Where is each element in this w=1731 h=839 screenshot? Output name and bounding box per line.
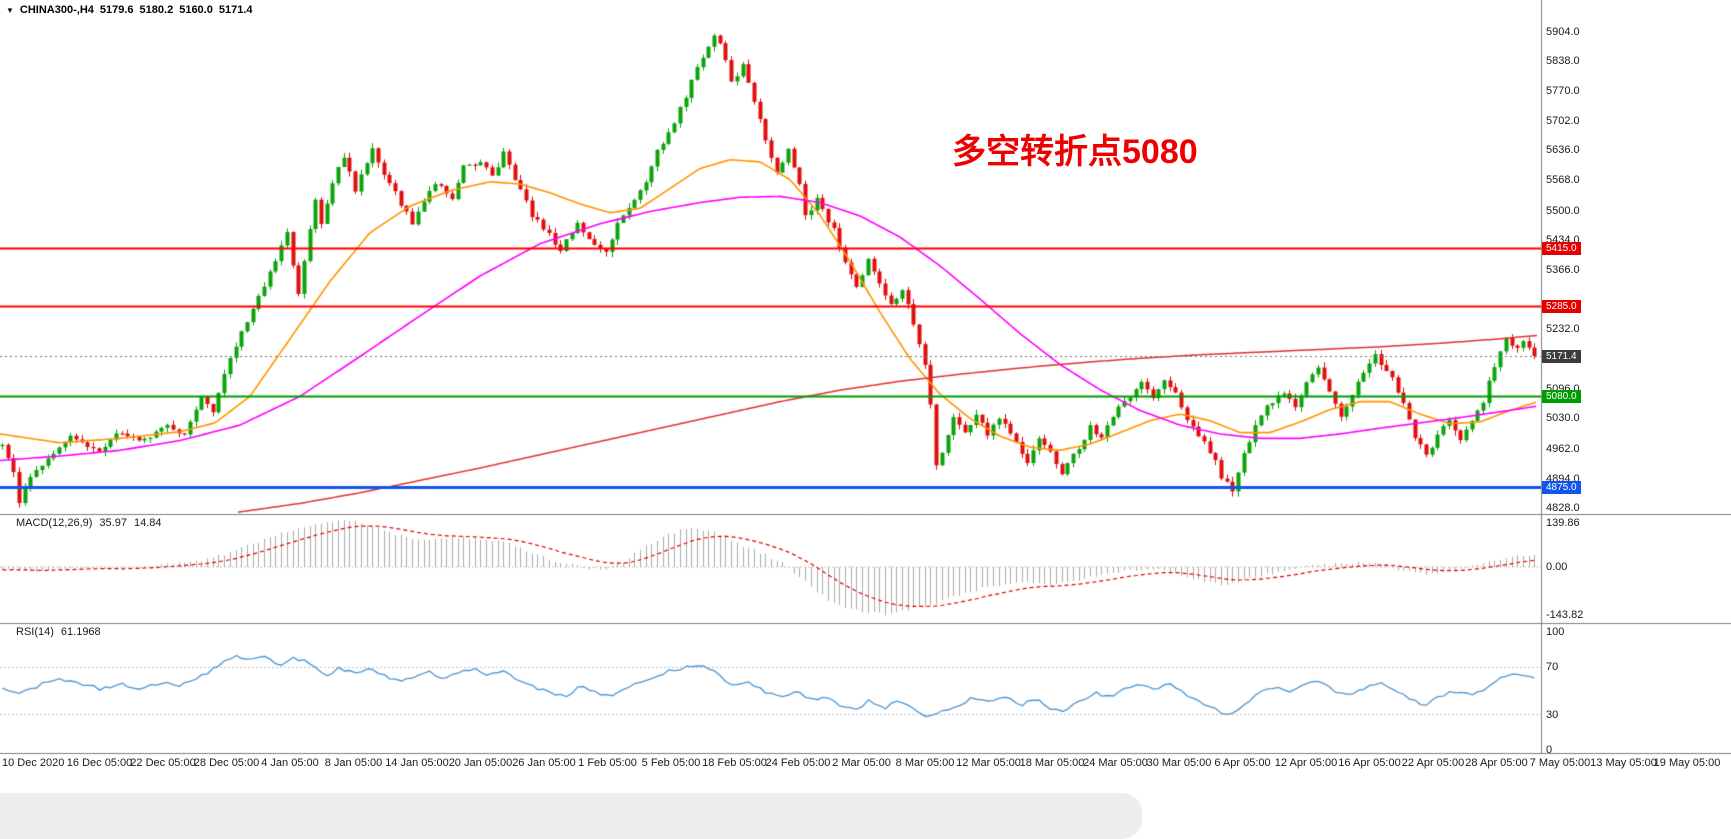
- rsi-axis-label: 70: [1546, 661, 1559, 674]
- macd-caption: MACD(12,26,9) 35.97 14.84: [16, 517, 161, 529]
- symbol-quote-line: ▼ CHINA300-,H4 5179.6 5180.2 5160.0 5171…: [6, 4, 253, 16]
- price-axis-label: 5904.0: [1546, 25, 1580, 38]
- date-label: 1 Feb 05:00: [578, 757, 637, 769]
- date-label: 18 Feb 05:00: [702, 757, 767, 769]
- date-label: 8 Mar 05:00: [895, 757, 955, 769]
- price-axis-label: 5636.0: [1546, 144, 1580, 157]
- date-label: 24 Feb 05:00: [765, 757, 831, 769]
- rsi-axis-label: 100: [1546, 626, 1565, 638]
- date-label: 16 Dec 05:00: [66, 757, 133, 769]
- price-tag-current-price: 5171.4: [1542, 350, 1581, 363]
- macd-axis-label: 0.00: [1546, 561, 1568, 573]
- rsi-axis-label: 0: [1546, 744, 1553, 756]
- quote-open: 5179.6: [99, 4, 134, 16]
- date-label: 10 Dec 2020: [2, 757, 65, 769]
- macd-main-value: 35.97: [99, 517, 127, 529]
- date-label: 19 May 05:00: [1653, 757, 1721, 769]
- date-label: 2 Mar 05:00: [832, 757, 891, 769]
- rsi-value: 61.1968: [60, 626, 101, 638]
- price-axis-label: 5366.0: [1546, 263, 1580, 276]
- date-label: 18 Mar 05:00: [1019, 757, 1085, 769]
- price-tag-support-5080[interactable]: 5080.0: [1542, 390, 1581, 403]
- macd-axis-label: -143.82: [1546, 609, 1584, 622]
- rsi-axis-label: 30: [1546, 708, 1559, 721]
- date-label: 4 Jan 05:00: [261, 757, 319, 769]
- price-axis-label: 5702.0: [1546, 115, 1580, 128]
- price-tag-resistance-5415[interactable]: 5415.0: [1542, 242, 1581, 255]
- macd-label: MACD(12,26,9): [16, 517, 93, 529]
- symbol-timeframe: CHINA300-,H4: [19, 4, 94, 16]
- date-label: 16 Apr 05:00: [1338, 757, 1401, 769]
- date-label: 28 Apr 05:00: [1465, 757, 1528, 769]
- price-axis-label: 5770.0: [1546, 85, 1580, 98]
- macd-signal-value: 14.84: [133, 517, 162, 529]
- horizontal-scrollbar[interactable]: [0, 793, 1142, 839]
- date-label: 7 May 05:00: [1529, 757, 1591, 769]
- price-tag-resistance-5285[interactable]: 5285.0: [1542, 300, 1581, 313]
- quote-close: 5171.4: [218, 4, 253, 16]
- macd-axis-label: 139.86: [1546, 517, 1580, 529]
- date-label: 22 Apr 05:00: [1401, 757, 1465, 769]
- price-axis-label: 5232.0: [1546, 323, 1580, 336]
- date-label: 14 Jan 05:00: [385, 757, 449, 769]
- date-label: 28 Dec 05:00: [193, 757, 260, 769]
- date-label: 5 Feb 05:00: [641, 757, 701, 769]
- rsi-label: RSI(14): [16, 626, 54, 638]
- price-axis-label: 5568.0: [1546, 174, 1580, 187]
- rsi-caption: RSI(14) 61.1968: [16, 626, 101, 638]
- date-label: 24 Mar 05:00: [1083, 757, 1148, 769]
- price-axis-label: 5030.0: [1546, 412, 1580, 425]
- date-label: 6 Apr 05:00: [1214, 757, 1271, 769]
- price-axis-label: 4828.0: [1546, 501, 1580, 514]
- date-label: 20 Jan 05:00: [448, 757, 513, 769]
- price-tag-support-4875[interactable]: 4875.0: [1542, 481, 1581, 494]
- date-label: 30 Mar 05:00: [1146, 757, 1212, 769]
- date-label: 12 Apr 05:00: [1274, 757, 1338, 769]
- date-label: 12 Mar 05:00: [956, 757, 1021, 769]
- date-label: 8 Jan 05:00: [324, 757, 383, 769]
- date-label: 26 Jan 05:00: [512, 757, 576, 769]
- price-axis-label: 5838.0: [1546, 55, 1580, 68]
- date-label: 13 May 05:00: [1590, 757, 1657, 769]
- dropdown-arrow-icon[interactable]: ▼: [6, 5, 14, 15]
- price-axis-label: 4962.0: [1546, 442, 1580, 455]
- quote-low: 5160.0: [179, 4, 213, 16]
- quote-high: 5180.2: [139, 4, 174, 16]
- quote-values: 5179.6 5180.2 5160.0 5171.4: [100, 4, 253, 16]
- annotation-text: 多空转折点5080: [952, 133, 1198, 171]
- date-label: 22 Dec 05:00: [130, 757, 196, 769]
- price-axis-label: 5500.0: [1546, 204, 1580, 217]
